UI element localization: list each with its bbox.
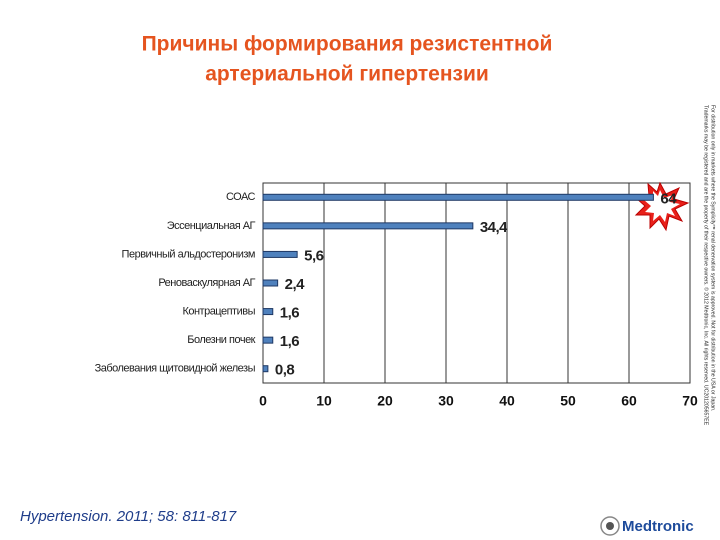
value-label: 1,6 [280, 305, 300, 322]
value-label: 64 [660, 190, 677, 207]
y-tick-label: Контрацептивы [182, 305, 255, 317]
bar [262, 279, 279, 287]
logo-icon [600, 516, 620, 536]
logo-icon-dot [606, 522, 614, 530]
bar [262, 193, 654, 201]
x-tick-label: 30 [438, 393, 454, 409]
y-tick-label: Заболевания щитовидной железы [95, 363, 256, 375]
bar [262, 222, 474, 230]
x-tick-label: 50 [560, 393, 576, 409]
value-label: 5,6 [304, 247, 324, 264]
x-tick-label: 60 [621, 393, 637, 409]
disclaimer: Trademarks may be registered and are the… [703, 105, 710, 426]
citation: Hypertension. 2011; 58: 811-817 [20, 508, 237, 525]
value-label: 1,6 [280, 333, 300, 350]
logo-text: Medtronic [622, 518, 694, 535]
title-line: артериальной гипертензии [205, 63, 489, 86]
y-tick-label: СОАС [226, 191, 256, 203]
y-tick-label: Реноваскулярная АГ [158, 277, 255, 289]
x-tick-label: 10 [316, 393, 332, 409]
value-label: 0,8 [275, 362, 295, 379]
bar [262, 365, 269, 373]
x-tick-label: 0 [259, 393, 267, 409]
y-tick-label: Эссенциальная АГ [167, 220, 256, 232]
value-label: 2,4 [285, 276, 306, 293]
logo: Medtronic [600, 516, 694, 536]
x-tick-label: 40 [499, 393, 515, 409]
y-tick-label: Первичный альдостеронизм [122, 248, 255, 260]
value-label: 34,4 [480, 219, 508, 236]
x-tick-label: 20 [377, 393, 393, 409]
bar [262, 308, 274, 316]
disclaimer: For distribution only in markets where t… [710, 105, 716, 412]
x-tick-label: 70 [682, 393, 698, 409]
bar [262, 336, 274, 344]
bar [262, 250, 298, 258]
title-line: Причины формирования резистентной [142, 33, 553, 56]
plot-frame [262, 182, 691, 384]
y-tick-label: Болезни почек [187, 334, 255, 346]
